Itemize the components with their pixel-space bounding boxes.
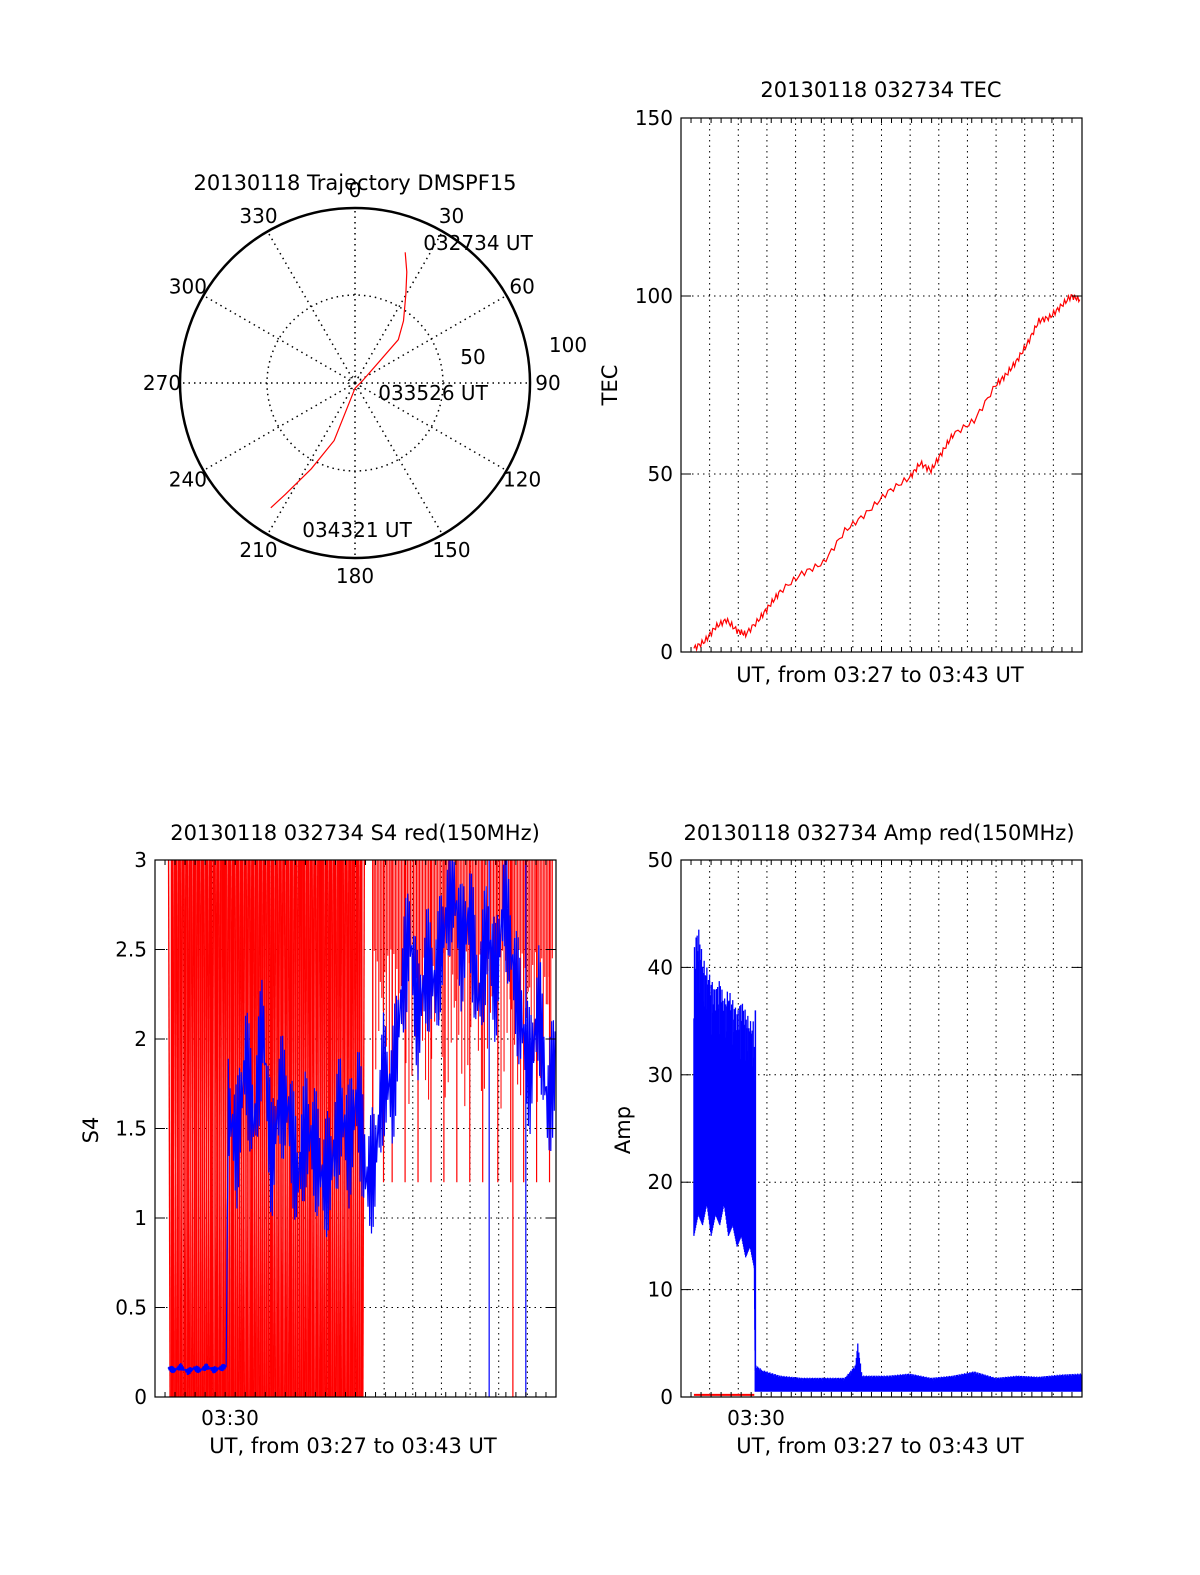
tec-panel: 20130118 032734 TEC 0 50 100 150 TEC UT, fr… [598, 78, 1083, 687]
s4-red-spike [295, 860, 299, 1397]
s4-red-spike [202, 860, 206, 1397]
y-tick-label: 0.5 [115, 1296, 147, 1320]
polar-azimuth-tick: 270 [143, 371, 181, 395]
s4-title: 20130118 032734 S4 red(150MHz) [170, 821, 540, 845]
tec-grid [681, 118, 1082, 652]
polar-azimuth-tick: 60 [509, 275, 534, 299]
tec-series-line [693, 293, 1081, 653]
s4-y-ticks: 0 0.5 1 1.5 2 2.5 3 [115, 848, 556, 1409]
y-tick-label: 1.5 [115, 1117, 147, 1141]
y-tick-label: 0 [660, 1385, 673, 1409]
amp-xtick-0330: 03:30 [727, 1406, 785, 1430]
amp-title: 20130118 032734 Amp red(150MHz) [683, 821, 1074, 845]
tec-plot-frame [680, 117, 1083, 653]
amp-xlabel: UT, from 03:27 to 03:43 UT [736, 1434, 1024, 1458]
s4-xtick-0330: 03:30 [201, 1406, 259, 1430]
polar-azimuth-ticks: 0 30 60 90 120 150 180 210 240 270 300 330 [143, 178, 561, 588]
y-tick-label: 3 [134, 848, 147, 872]
tec-ylabel: TEC [598, 365, 622, 407]
amp-panel: 20130118 032734 Amp red(150MHz) 0 10 20 30 4… [611, 821, 1083, 1458]
amp-blue-series [693, 929, 1083, 1392]
s4-ylabel: S4 [79, 1117, 103, 1144]
s4-red-spike [241, 860, 245, 1397]
trajectory-line [270, 252, 408, 509]
polar-azimuth-tick: 150 [432, 538, 470, 562]
amp-series [693, 929, 1083, 1396]
y-tick-label: 10 [648, 1278, 673, 1302]
s4-red-spike [179, 860, 183, 1397]
y-tick-label: 40 [648, 955, 673, 979]
s4-red-spike [261, 860, 264, 1397]
y-tick-label: 0 [134, 1385, 147, 1409]
polar-azimuth-tick: 210 [239, 538, 277, 562]
polar-azimuth-tick: 240 [169, 468, 207, 492]
trajectory-end-label: 034321 UT [302, 518, 412, 542]
s4-red-spike [264, 860, 268, 1397]
y-tick-label: 2 [134, 1027, 147, 1051]
polar-azimuth-tick: 90 [535, 371, 560, 395]
polar-panel: 20130118 Trajectory DMSPF15 0 30 60 90 120 15… [143, 171, 587, 588]
s4-red-spike [206, 860, 210, 1397]
polar-azimuth-tick: 300 [169, 275, 207, 299]
s4-red-spike [191, 860, 195, 1397]
polar-radius-tick-50: 50 [460, 345, 485, 369]
s4-blue-series [167, 860, 556, 1375]
s4-red-spike [183, 860, 187, 1397]
polar-azimuth-tick: 0 [349, 178, 362, 202]
y-tick-label: 150 [635, 106, 673, 130]
trajectory-mid-label: 033526 UT [378, 381, 488, 405]
y-tick-label: 50 [648, 462, 673, 486]
s4-red-spike [214, 860, 218, 1397]
y-tick-label: 50 [648, 848, 673, 872]
s4-red-spike [257, 860, 261, 1397]
s4-xlabel: UT, from 03:27 to 03:43 UT [209, 1434, 497, 1458]
amp-ylabel: Amp [611, 1106, 635, 1154]
tec-title: 20130118 032734 TEC [760, 78, 1001, 102]
amp-grid [681, 860, 1082, 1397]
s4-red-spike [323, 860, 327, 1397]
y-tick-label: 30 [648, 1063, 673, 1087]
polar-azimuth-tick: 120 [503, 468, 541, 492]
y-tick-label: 2.5 [115, 938, 147, 962]
amp-y-ticks: 0 10 20 30 40 50 [648, 848, 1082, 1409]
polar-azimuth-tick: 30 [439, 204, 464, 228]
y-tick-label: 1 [134, 1206, 147, 1230]
s4-red-spike [218, 860, 222, 1397]
tec-series [693, 293, 1081, 653]
s4-series [167, 860, 556, 1397]
s4-red-spike [187, 860, 191, 1397]
polar-radius-tick-100: 100 [549, 333, 587, 357]
y-tick-label: 0 [660, 640, 673, 664]
y-tick-label: 100 [635, 284, 673, 308]
polar-outer-ring [178, 206, 532, 560]
s4-red-spike [326, 860, 330, 1397]
polar-spoke [266, 382, 356, 535]
polar-spoke [203, 294, 356, 384]
polar-spoke [203, 382, 356, 472]
polar-grid [178, 206, 532, 560]
trajectory-start-label: 032734 UT [423, 231, 533, 255]
s4-red-spike [330, 860, 334, 1397]
s4-red-spike [198, 860, 202, 1397]
y-tick-label: 20 [648, 1170, 673, 1194]
s4-red-spike [354, 860, 358, 1397]
s4-red-spike [167, 860, 171, 1397]
s4-panel: 20130118 032734 S4 red(150MHz) 0 0.5 1 1.5 2… [79, 821, 557, 1458]
polar-azimuth-tick: 330 [239, 204, 277, 228]
s4-red-spike [175, 860, 179, 1397]
polar-azimuth-tick: 180 [336, 564, 374, 588]
polar-title: 20130118 Trajectory DMSPF15 [193, 171, 516, 195]
tec-xlabel: UT, from 03:27 to 03:43 UT [736, 663, 1024, 687]
s4-red-spike [245, 860, 249, 1397]
polar-spoke [354, 382, 444, 535]
tec-y-ticks: 0 50 100 150 [635, 106, 1082, 664]
polar-spoke [354, 294, 507, 384]
polar-spoke [266, 231, 356, 384]
